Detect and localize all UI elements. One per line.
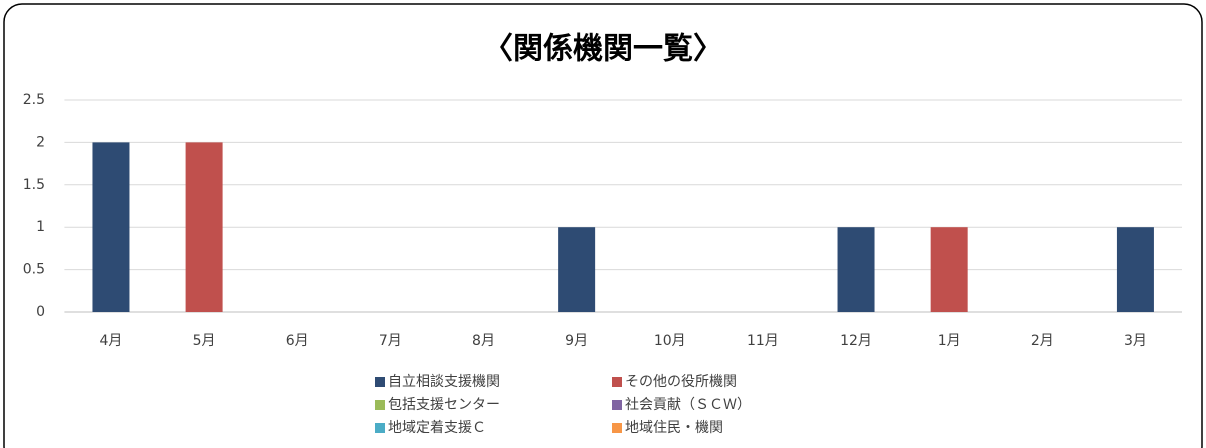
x-tick-label: 4月 (100, 333, 123, 349)
x-tick-label: 11月 (747, 333, 779, 349)
x-tick-label: 6月 (286, 333, 309, 349)
y-tick-label: 1 (36, 219, 45, 235)
bar (185, 142, 223, 312)
y-tick-label: 0 (36, 304, 45, 320)
x-tick-label: 3月 (1124, 333, 1147, 349)
y-tick-label: 2.5 (23, 92, 45, 108)
x-tick-label: 1月 (938, 333, 961, 349)
x-tick-label: 2月 (1031, 333, 1054, 349)
bar (930, 227, 968, 312)
legend-label: 社会貢献（ＳＣＷ） (625, 397, 751, 413)
legend-swatch (375, 423, 385, 433)
legend-label: 自立相談支援機関 (388, 374, 500, 390)
legend-label: 地域定着支援Ｃ (388, 420, 486, 436)
legend-swatch (612, 423, 622, 433)
bar (92, 142, 130, 312)
legend-label: 地域住民・機関 (625, 420, 723, 436)
x-tick-label: 8月 (472, 333, 495, 349)
y-tick-label: 1.5 (23, 177, 45, 193)
legend-swatch (612, 377, 622, 387)
bar (558, 227, 596, 312)
x-tick-label: 7月 (379, 333, 402, 349)
x-tick-label: 5月 (193, 333, 216, 349)
bar (1116, 227, 1154, 312)
chart-frame (3, 3, 1203, 448)
legend-label: 包括支援センター (388, 397, 500, 413)
x-tick-label: 10月 (654, 333, 686, 349)
legend-swatch (375, 400, 385, 410)
legend-swatch (612, 400, 622, 410)
bar (837, 227, 875, 312)
legend-swatch (375, 377, 385, 387)
y-tick-label: 2 (36, 134, 45, 150)
chart-title: 〈関係機関一覧〉 (483, 32, 723, 67)
x-tick-label: 12月 (840, 333, 872, 349)
y-tick-label: 0.5 (23, 262, 45, 278)
x-tick-label: 9月 (565, 333, 588, 349)
legend-label: その他の役所機関 (625, 374, 737, 390)
